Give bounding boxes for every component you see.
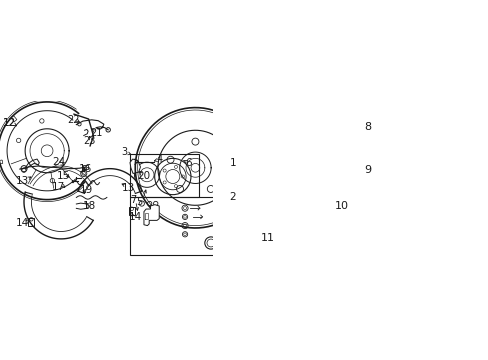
Bar (133, 160, 137, 163)
Text: 12: 12 (3, 118, 16, 128)
Text: 23: 23 (83, 136, 96, 146)
Bar (262, 192, 336, 221)
Text: 24: 24 (52, 157, 65, 167)
Text: 11: 11 (260, 233, 274, 243)
Text: 4: 4 (157, 154, 163, 164)
Text: 17: 17 (52, 181, 65, 192)
Polygon shape (143, 205, 159, 226)
Text: 9: 9 (364, 165, 371, 175)
Bar (262, 223, 426, 254)
Text: 10: 10 (334, 201, 348, 211)
Bar (129, 154, 199, 197)
Text: 6: 6 (185, 158, 191, 167)
Bar (262, 106, 363, 147)
Text: 14: 14 (128, 212, 142, 222)
Bar (11, 116, 17, 122)
Text: 14: 14 (16, 218, 29, 228)
Polygon shape (295, 179, 310, 187)
Text: 21: 21 (90, 128, 103, 138)
Text: 13: 13 (16, 176, 29, 186)
Polygon shape (323, 115, 342, 143)
Text: 19: 19 (80, 185, 93, 195)
Text: 5: 5 (136, 197, 142, 207)
Bar (28, 218, 34, 226)
Text: 20: 20 (137, 171, 150, 181)
Text: 1: 1 (229, 158, 236, 168)
Polygon shape (309, 111, 328, 138)
Text: 15: 15 (57, 171, 70, 181)
Text: 7: 7 (130, 195, 136, 205)
Bar (262, 149, 363, 190)
Bar (129, 197, 222, 255)
Text: 8: 8 (364, 122, 371, 131)
Bar (0, 160, 3, 164)
Text: 12: 12 (3, 118, 16, 128)
Polygon shape (130, 159, 140, 174)
Polygon shape (289, 226, 305, 235)
Text: 16: 16 (78, 164, 91, 174)
Polygon shape (270, 111, 289, 138)
Text: 3: 3 (121, 147, 127, 157)
Bar (82, 165, 88, 169)
Bar (128, 207, 135, 215)
Polygon shape (284, 115, 303, 143)
Text: 2: 2 (229, 192, 235, 202)
Text: 18: 18 (82, 201, 96, 211)
Text: 22: 22 (67, 115, 80, 125)
Text: 13: 13 (122, 183, 135, 193)
